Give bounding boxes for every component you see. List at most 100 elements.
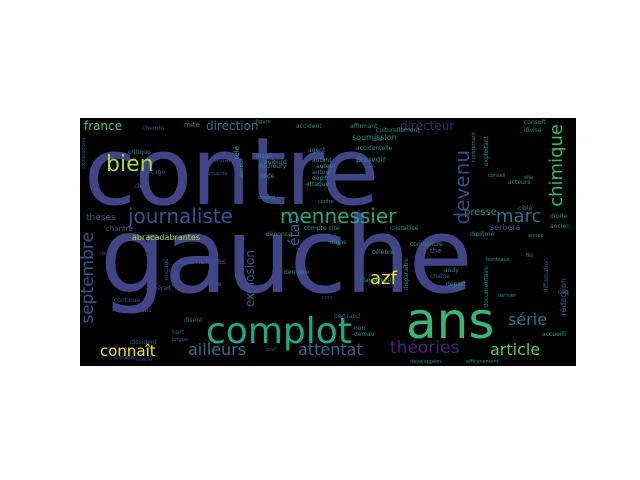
word: bart <box>172 329 185 336</box>
word: bertrand <box>334 313 361 320</box>
word: journalistes <box>180 257 227 266</box>
word: cnrs <box>322 295 333 301</box>
word: cour <box>372 137 384 143</box>
word: cédé <box>260 173 275 180</box>
word: engagé <box>163 258 170 281</box>
word: dernier <box>498 293 516 299</box>
word: conseil <box>488 173 506 179</box>
word: septembre <box>80 232 98 324</box>
word: the <box>430 247 442 255</box>
word: claveciniste <box>360 277 396 284</box>
word: disent <box>184 317 203 324</box>
word: non <box>354 325 366 332</box>
word: mite <box>184 121 200 129</box>
word-cloud: contre gauche ans complot journaliste me… <box>80 118 576 366</box>
word: brigue <box>172 337 189 343</box>
word: mennessier <box>280 204 397 228</box>
word: thèses <box>86 213 116 223</box>
word: affirmant <box>350 123 378 130</box>
word: cristallisé <box>390 225 419 232</box>
word: figure <box>256 119 271 125</box>
word: départ <box>446 281 466 288</box>
word: conclu <box>136 357 153 363</box>
word: direction <box>206 119 259 133</box>
word: chaîne <box>430 273 450 280</box>
word: explosion <box>243 250 257 308</box>
word: dénonce <box>266 231 292 238</box>
word: soumission <box>352 133 397 142</box>
word: condamné <box>210 157 242 164</box>
word: droite <box>550 213 568 220</box>
word: duchoury <box>258 163 287 170</box>
word: théories <box>390 338 460 358</box>
word: autour <box>312 169 332 176</box>
word: andy <box>444 267 459 274</box>
word: directeur <box>400 119 455 133</box>
word: adhérait <box>146 285 172 292</box>
word: état <box>287 218 303 247</box>
word: pouvoir <box>356 155 387 164</box>
word: deniau <box>354 331 375 338</box>
word: chimique <box>546 124 567 207</box>
word: autant <box>312 157 332 164</box>
word: chicago <box>142 169 166 176</box>
word: accueilli <box>542 331 567 338</box>
word: connaît <box>100 342 156 360</box>
word: presse <box>464 207 497 218</box>
word: compte cité <box>304 225 340 232</box>
word: diffamation <box>543 258 550 293</box>
word: explique <box>114 355 136 361</box>
word: documentaire <box>483 266 490 308</box>
word: célèbre <box>372 249 395 256</box>
word: exploitant <box>483 136 490 167</box>
word: journaliste <box>128 204 233 228</box>
word: disait <box>256 153 273 160</box>
word: efficacement <box>466 359 499 365</box>
word: centre <box>318 199 334 205</box>
word: accidentelle <box>356 145 393 152</box>
word: contre <box>84 118 379 227</box>
word: consternant <box>471 132 477 162</box>
word: dépit <box>312 175 328 182</box>
word: article <box>490 340 541 359</box>
word: devenu <box>450 150 474 225</box>
word: chef <box>134 183 147 190</box>
word: aucuns <box>130 307 152 314</box>
word: chemin <box>142 125 165 132</box>
word: acteurs <box>508 179 531 186</box>
word: auteur <box>316 163 336 170</box>
word: complot <box>206 311 352 352</box>
word: attentat <box>298 340 363 359</box>
word: continue <box>114 297 141 304</box>
word: fils <box>526 253 534 259</box>
word: serbera <box>490 223 521 232</box>
word: digne <box>330 239 347 246</box>
word: bref <box>266 347 276 353</box>
word: critique <box>128 149 151 156</box>
word: convaincre <box>410 241 443 248</box>
word: marc <box>496 206 542 227</box>
word: explorations <box>81 138 87 169</box>
word: azf <box>370 268 397 289</box>
word: ans <box>406 292 495 350</box>
word: abracadabrantes <box>132 233 201 242</box>
word: développées <box>410 359 442 365</box>
word: agent <box>308 147 326 154</box>
word: rédaction <box>559 278 568 316</box>
word: accident <box>296 123 322 130</box>
word: ancien <box>550 223 570 230</box>
word: débat <box>100 251 115 257</box>
word: consult <box>524 119 546 126</box>
word: série <box>508 310 548 329</box>
word: croient <box>258 195 276 201</box>
word: attribué <box>239 158 245 178</box>
word: france <box>84 119 123 133</box>
word: aujourd <box>264 159 287 166</box>
word: divisé <box>524 127 542 134</box>
word: demande <box>204 171 228 177</box>
word: gauche <box>100 195 473 317</box>
word: dissident <box>130 339 158 346</box>
word: attaque <box>306 181 330 188</box>
word: ciblé <box>518 205 533 212</box>
word: coq <box>558 289 569 296</box>
